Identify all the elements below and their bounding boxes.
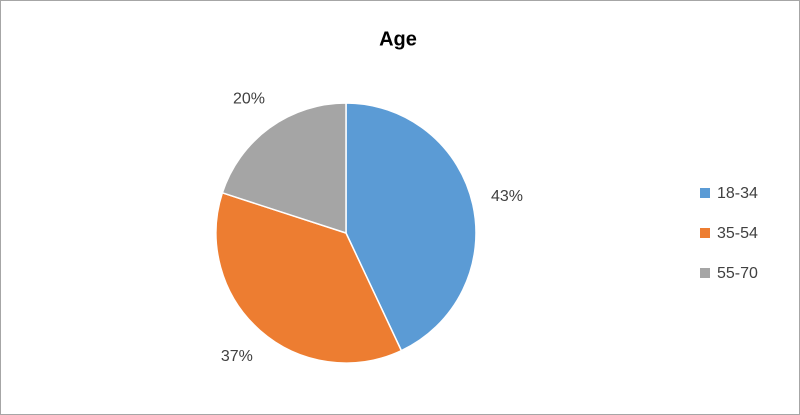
legend-swatch (700, 188, 710, 198)
chart-title: Age (379, 28, 417, 50)
legend-swatch (700, 268, 710, 278)
data-label: 37% (221, 348, 253, 365)
legend-label: 35-54 (717, 225, 758, 242)
legend-label: 55-70 (717, 265, 758, 282)
pie-slice (221, 102, 347, 235)
data-label: 43% (491, 188, 523, 205)
data-label: 20% (233, 91, 265, 108)
legend-swatch (700, 228, 710, 238)
pie-slice (345, 102, 477, 352)
legend-label: 18-34 (717, 185, 758, 202)
pie-slice (215, 191, 403, 364)
